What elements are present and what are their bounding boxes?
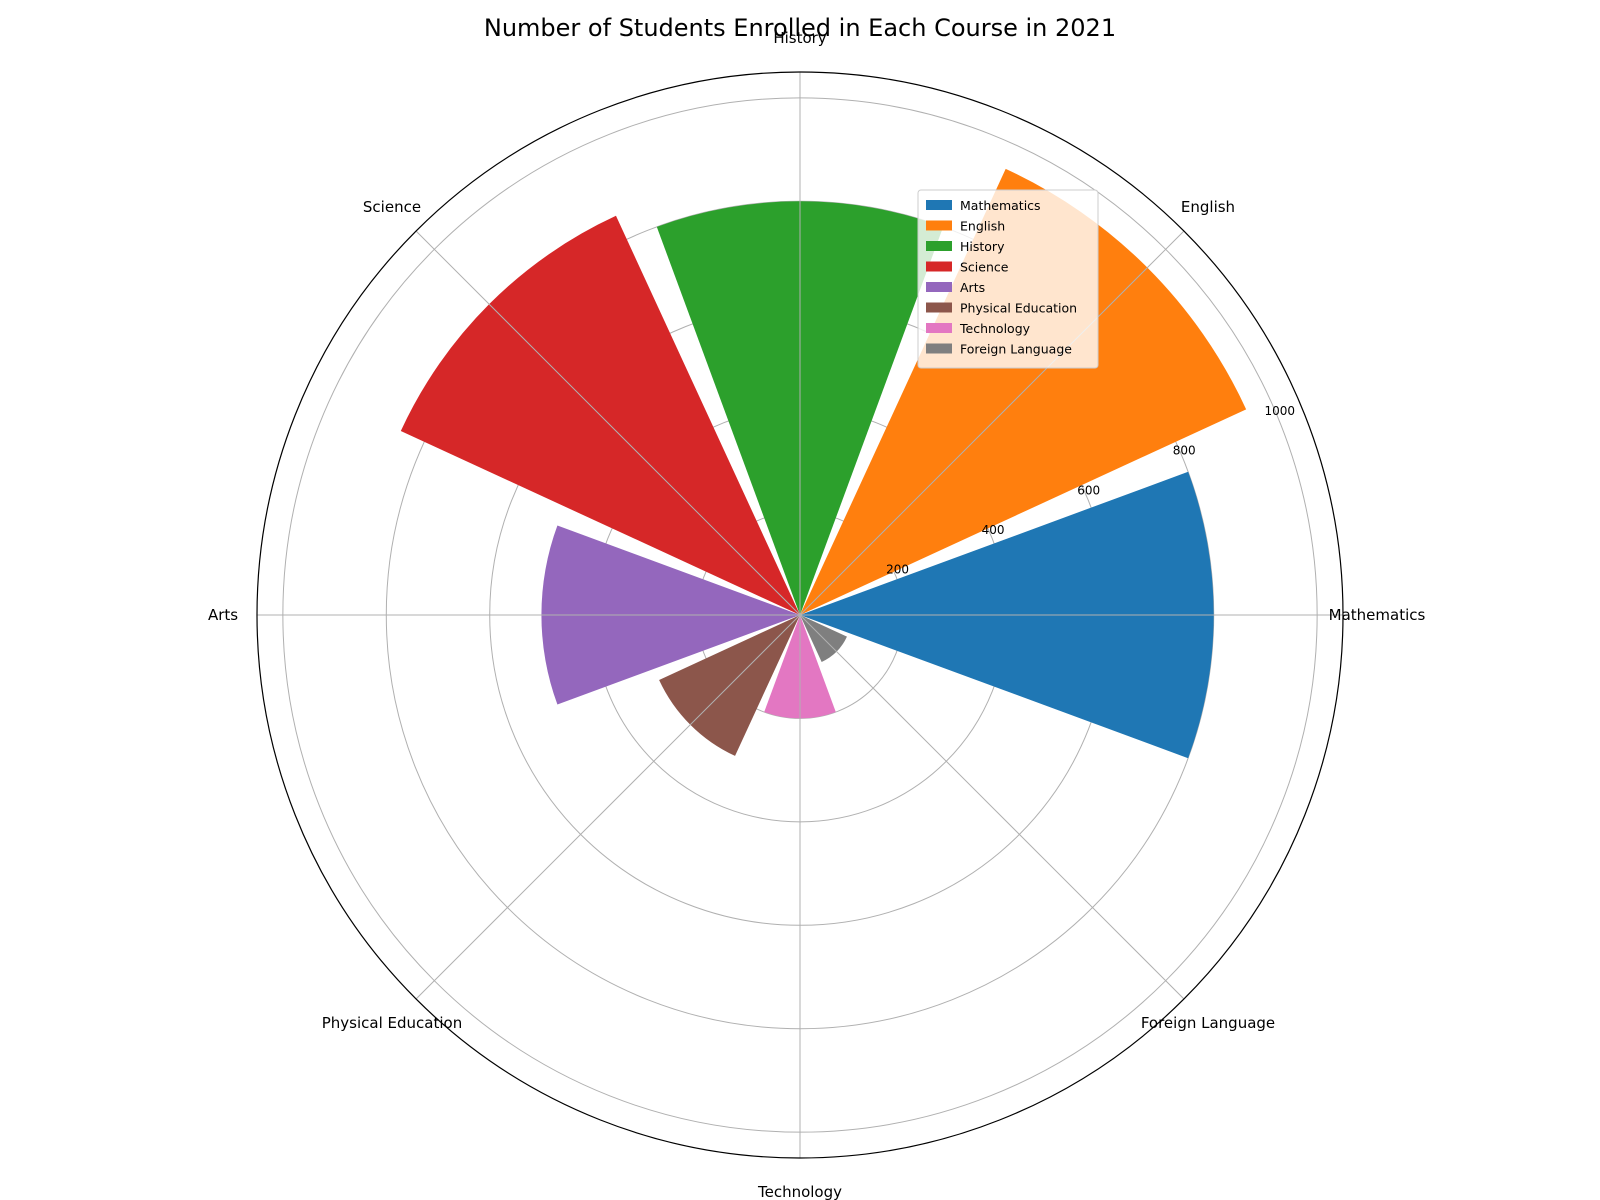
- radial-tick-label-800: 800: [1173, 444, 1196, 458]
- legend-swatch-mathematics: [926, 200, 952, 210]
- legend-swatch-science: [926, 261, 952, 272]
- outer-ring: [256, 71, 1344, 1159]
- legend-swatch-english: [926, 220, 952, 231]
- radial-tick-label-1000: 1000: [1265, 404, 1296, 418]
- legend-swatch-foreign-language: [926, 343, 952, 354]
- radial-tick-label-200: 200: [886, 562, 909, 576]
- spoke-foreign-language: [799, 614, 1185, 1000]
- legend-box: [917, 189, 1099, 369]
- legend-swatch-arts: [926, 282, 952, 292]
- legend: Mathematics English History Science Arts Phys…: [917, 189, 1099, 369]
- legend-label-english: English: [960, 219, 1005, 234]
- radial-ticks: 200 400 600 800 1000: [886, 404, 1295, 576]
- legend-label-history: History: [960, 239, 1005, 254]
- category-label-mathematics: Mathematics: [1329, 606, 1426, 624]
- category-label-foreign-language: Foreign Language: [1141, 1014, 1275, 1032]
- category-label-arts: Arts: [208, 606, 238, 624]
- radial-tick-label-600: 600: [1077, 483, 1100, 497]
- legend-swatch-history: [926, 241, 952, 251]
- legend-label-foreign-language: Foreign Language: [960, 342, 1072, 357]
- legend-label-mathematics: Mathematics: [960, 198, 1041, 213]
- category-label-history: History: [773, 29, 826, 47]
- legend-swatch-technology: [926, 323, 952, 333]
- legend-label-arts: Arts: [960, 280, 985, 295]
- legend-label-physical-education: Physical Education: [960, 301, 1077, 316]
- spoke-english: [799, 230, 1185, 616]
- category-label-technology: Technology: [757, 1183, 842, 1200]
- legend-label-science: Science: [960, 260, 1009, 275]
- category-label-science: Science: [363, 198, 421, 216]
- category-label-physical-education: Physical Education: [322, 1014, 462, 1032]
- legend-label-technology: Technology: [959, 321, 1031, 336]
- spokes-layer: [256, 71, 1344, 1159]
- spoke-physical-education: [415, 614, 801, 1000]
- bars-layer: [400, 168, 1247, 759]
- category-label-english: English: [1181, 198, 1235, 216]
- radial-tick-label-400: 400: [982, 523, 1005, 537]
- legend-swatch-physical-education: [926, 302, 952, 313]
- spoke-science: [415, 230, 801, 616]
- labels-layer: Mathematics English History Science Arts Phys…: [208, 29, 1426, 1200]
- chart-title: Number of Students Enrolled in Each Cour…: [484, 14, 1116, 42]
